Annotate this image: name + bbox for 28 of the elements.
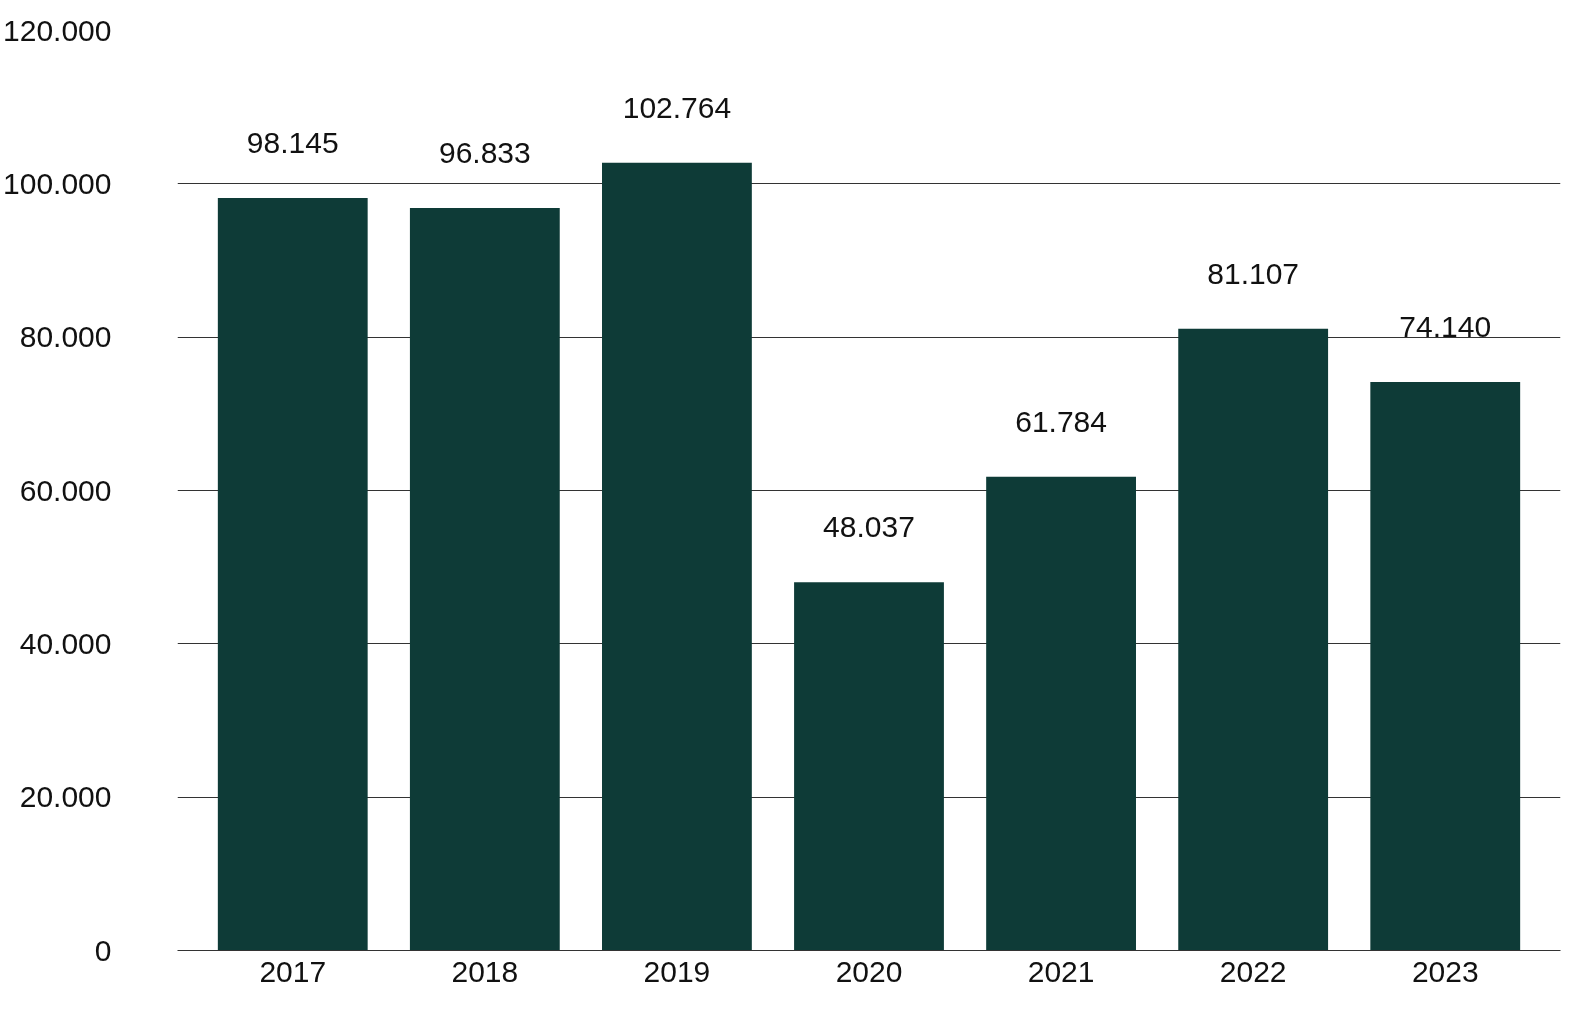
- data-label: 96.833: [438, 136, 531, 170]
- y-tick-label: 100.000: [3, 166, 112, 200]
- x-tick-label: 2021: [1027, 954, 1095, 988]
- data-label: 102.764: [622, 90, 732, 124]
- data-label: 98.145: [246, 126, 339, 160]
- x-tick-label: 2017: [259, 954, 327, 988]
- data-label: 48.037: [823, 510, 915, 544]
- x-tick-label: 2019: [643, 954, 711, 988]
- bar: [1178, 328, 1329, 951]
- y-tick-label: 20.000: [19, 780, 112, 814]
- data-label: 61.784: [1015, 404, 1107, 438]
- bar: [217, 198, 368, 951]
- bar: [1370, 382, 1521, 951]
- x-tick-label: 2023: [1411, 954, 1479, 988]
- x-tick-label: 2020: [835, 954, 903, 988]
- x-tick-label: 2022: [1219, 954, 1287, 988]
- y-tick-label: 60.000: [19, 473, 112, 507]
- bar: [602, 162, 752, 951]
- bar: [794, 582, 944, 951]
- bar: [986, 476, 1136, 951]
- bar: [409, 208, 560, 951]
- data-label: 81.107: [1207, 256, 1300, 290]
- x-tick-label: 2018: [451, 954, 519, 988]
- y-tick-label: 120.000: [3, 13, 112, 47]
- data-label: 74.140: [1399, 310, 1492, 344]
- y-tick-label: 0: [94, 933, 112, 967]
- y-tick-label: 40.000: [19, 626, 112, 660]
- y-tick-label: 80.000: [19, 320, 112, 354]
